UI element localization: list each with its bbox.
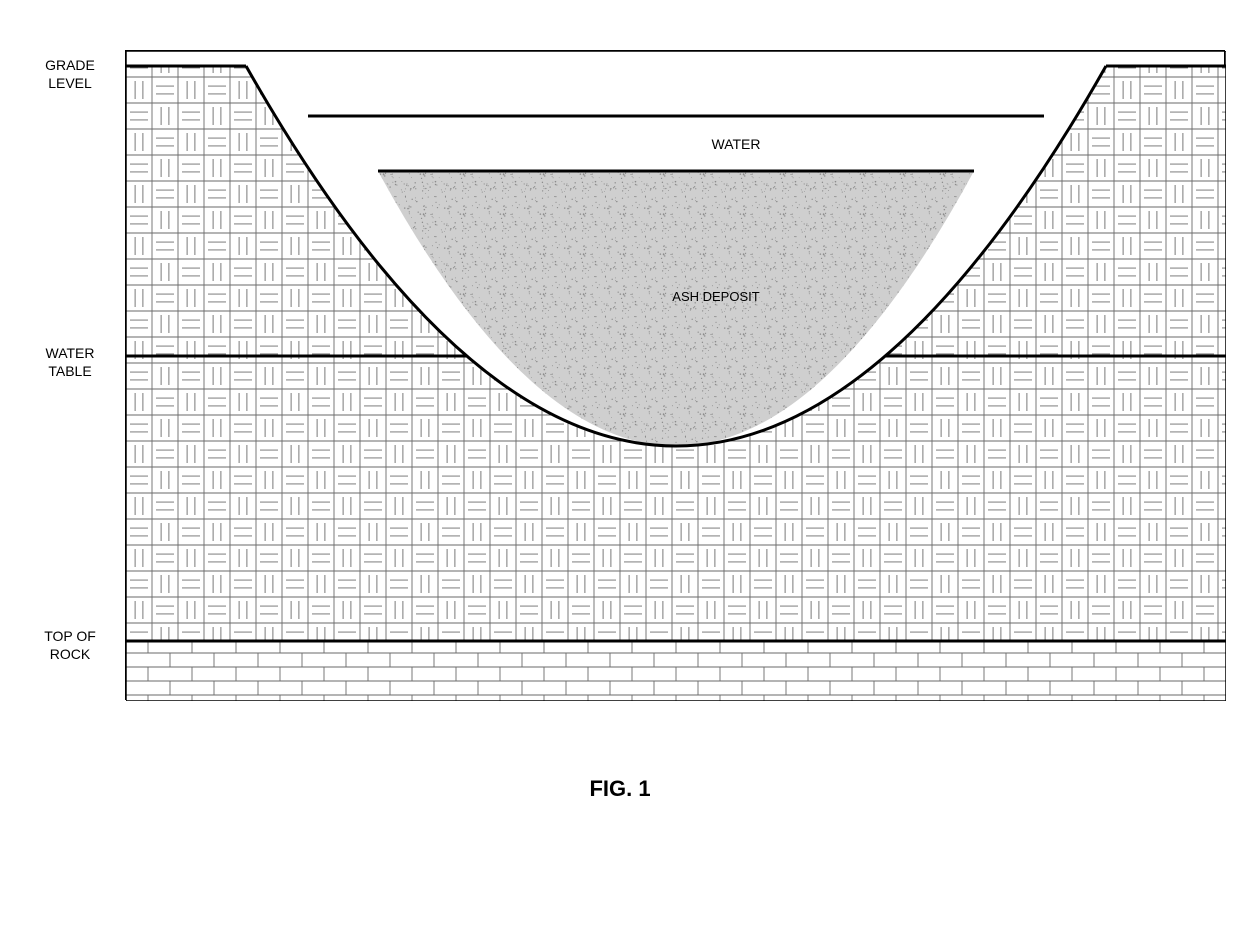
label-text: TOP OF [44, 628, 96, 644]
cross-section-svg: WATER ASH DEPOSIT [126, 51, 1226, 701]
label-text: ROCK [50, 646, 90, 662]
label-text: GRADE [45, 57, 95, 73]
label-grade-level: GRADE LEVEL [20, 57, 120, 92]
figure-number: FIG. 1 [589, 776, 650, 802]
figure-number-text: FIG. 1 [589, 776, 650, 801]
label-text: LEVEL [48, 75, 92, 91]
label-water-table: WATER TABLE [20, 345, 120, 380]
label-top-of-rock: TOP OF ROCK [20, 628, 120, 663]
svg-text:ASH DEPOSIT: ASH DEPOSIT [672, 289, 759, 304]
label-text: TABLE [48, 363, 91, 379]
diagram: WATER ASH DEPOSIT [125, 50, 1225, 700]
page: GRADE LEVEL WATER TABLE TOP OF ROCK WATE… [20, 20, 1220, 911]
label-text: WATER [46, 345, 95, 361]
svg-text:WATER: WATER [712, 136, 761, 152]
